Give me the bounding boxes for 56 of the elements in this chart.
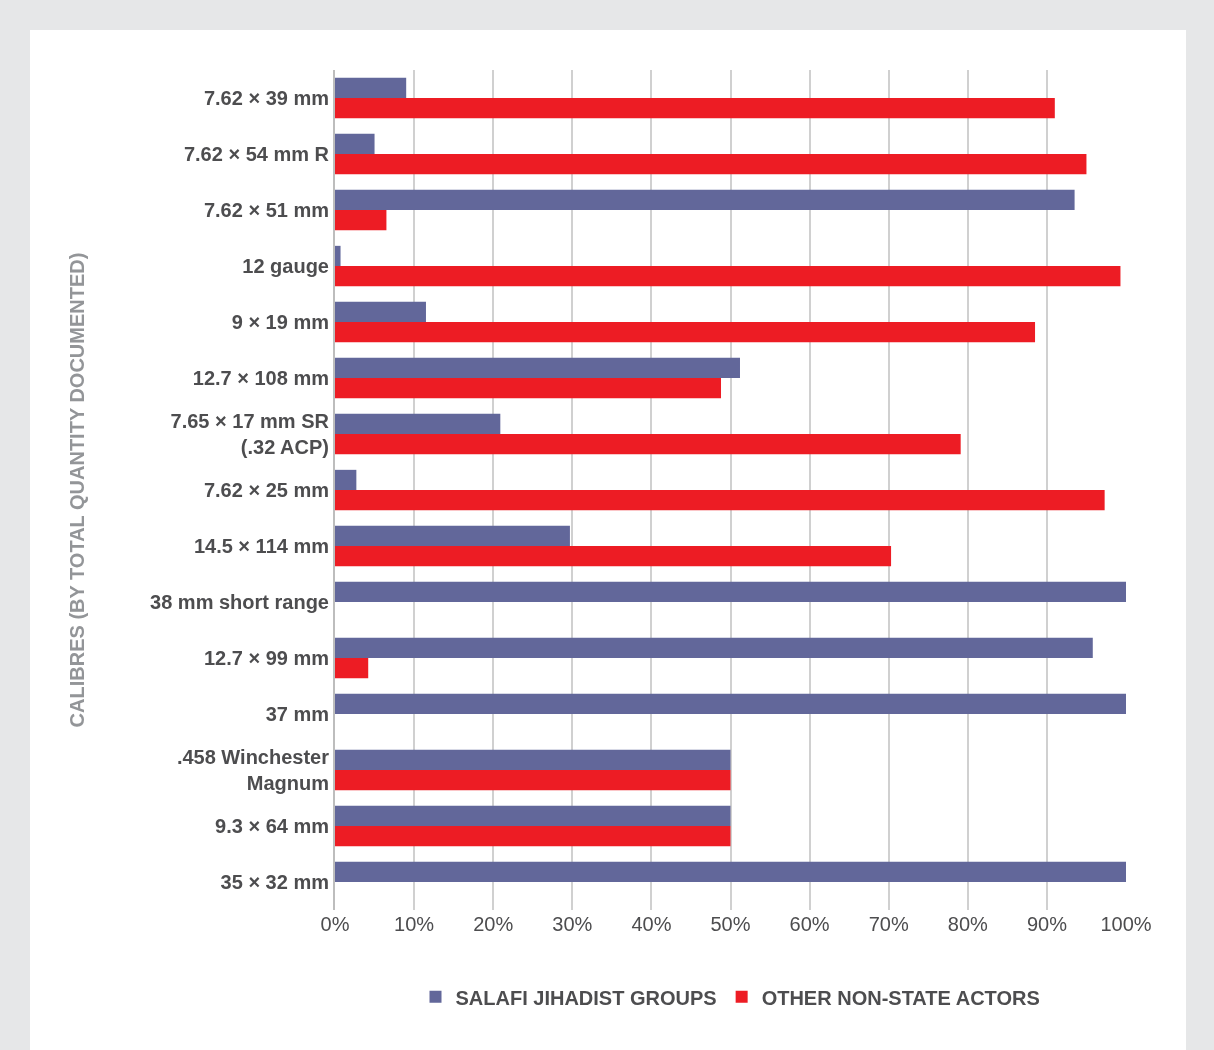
legend-label: OTHER NON-STATE ACTORS [761,986,1040,1009]
bar [335,546,892,567]
y-axis-title: CALIBRES (BY TOTAL QUANTITY DOCUMENTED) [66,252,89,728]
y-tick-label: 14.5 × 114 mm [193,535,329,557]
bar [335,770,731,791]
bar [335,749,731,770]
bar [335,301,426,322]
y-tick-label: 12.7 × 108 mm [192,367,329,389]
bar [335,658,369,679]
x-tick-label: 30% [552,913,593,935]
bar [335,693,1126,714]
bar [335,581,1126,602]
y-tick-label: 7.62 × 54 mm R [183,143,330,165]
y-tick-label: 37 mm [265,703,329,725]
y-tick-label: 7.62 × 25 mm [203,479,329,501]
x-tick-label: 20% [473,913,514,935]
bar [335,490,1105,511]
bar [335,189,1075,210]
x-tick-label: 60% [789,913,830,935]
bar [335,210,387,231]
y-tick-label: 38 mm short range [150,591,329,613]
x-tick-label: 80% [947,913,989,935]
bar [335,98,1055,119]
bar [335,154,1087,175]
bar [335,805,731,826]
legend-label: SALAFI JIHADIST GROUPS [455,986,717,1009]
y-tick-label: 12 gauge [242,255,329,277]
x-tick-label: 50% [710,913,751,935]
x-tick-label: 0% [320,913,350,935]
bar [335,413,501,434]
x-tick-label: 40% [631,913,672,935]
y-tick-label: 7.65 × 17 mm SR (.32 ACP) [170,410,330,458]
bar [335,525,570,546]
bar [335,133,375,154]
bar [335,245,341,266]
x-tick-label: 100% [1100,913,1152,935]
bar [335,861,1126,882]
bar [335,434,961,455]
bar [335,357,740,378]
y-tick-label: 9 × 19 mm [231,311,329,333]
bar [335,637,1093,658]
y-tick-label: 7.62 × 51 mm [203,199,329,221]
y-tick-label: 12.7 × 99 mm [203,647,329,669]
bar [335,378,722,399]
bar [335,77,407,98]
bar [335,469,357,490]
bar [335,826,731,847]
y-tick-label: .458 Winchester Magnum [176,746,330,794]
bar [335,266,1121,287]
y-tick-label: 9.3 × 64 mm [215,815,329,837]
x-tick-label: 90% [1026,913,1068,935]
y-tick-label: 35 × 32 mm [220,871,329,893]
x-tick-label: 10% [394,913,435,935]
bar [335,322,1036,343]
y-tick-label: 7.62 × 39 mm [203,87,329,109]
x-tick-label: 70% [868,913,909,935]
